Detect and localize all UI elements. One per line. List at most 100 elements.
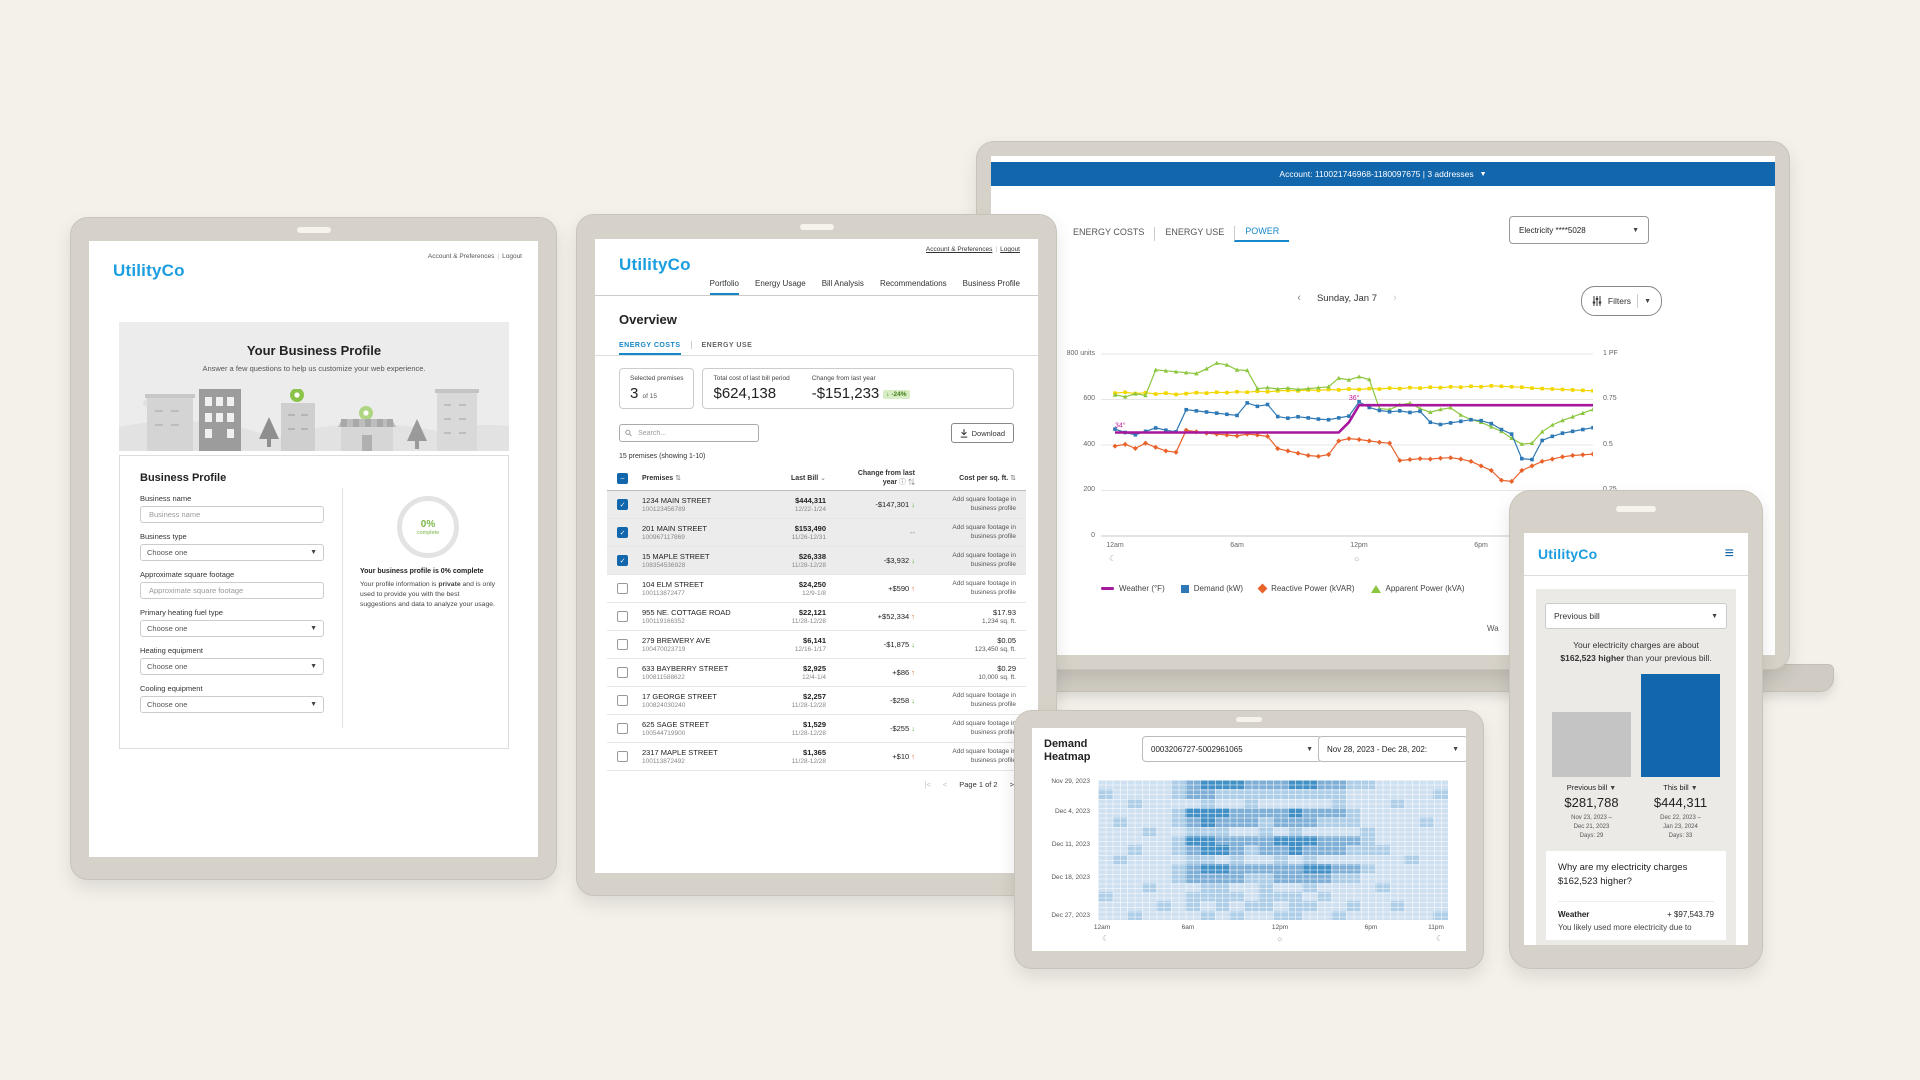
select-value: Choose one [147, 662, 188, 671]
cost-cell[interactable]: Add square footage in business profile [952, 720, 1016, 736]
row-checkbox[interactable]: ✓ [617, 527, 628, 538]
form-field: Heating equipment Choose one ▼ [140, 646, 324, 675]
tab-energy-use[interactable]: ENERGY USE [701, 341, 753, 349]
text-input[interactable] [147, 509, 317, 520]
select-field[interactable]: Choose one ▼ [140, 658, 324, 675]
heatmap-y-label: Dec 27, 2023 [1051, 912, 1090, 919]
next-page-button[interactable]: > [1009, 780, 1014, 789]
select-all-checkbox[interactable]: – [617, 472, 628, 484]
column-header-premises[interactable]: Premises ⇅ [642, 475, 681, 482]
table-row[interactable]: 279 BREWERY AVE 100470023719 $6,141 12/16-1… [607, 631, 1026, 659]
table-row[interactable]: 625 SAGE STREET 100544719900 $1,529 11/28-1… [607, 715, 1026, 743]
cost-cell[interactable]: Add square footage in business profile [952, 580, 1016, 596]
nav-item-business-profile[interactable]: Business Profile [962, 279, 1020, 288]
tab-power[interactable]: POWER [1234, 226, 1290, 242]
first-page-button[interactable]: |< [924, 780, 931, 789]
table-row[interactable]: 633 BAYBERRY STREET 100811588622 $2,925 12/… [607, 659, 1026, 687]
heatmap-x-label: 12pm [1271, 924, 1289, 931]
account-preferences-link[interactable]: Account & Preferences [925, 246, 993, 253]
search-input[interactable] [636, 428, 753, 438]
bar-label[interactable]: Previous bill ▼ [1566, 783, 1617, 793]
nav-item-energy-usage[interactable]: Energy Usage [754, 279, 806, 288]
prev-page-button[interactable]: < [942, 780, 948, 789]
field-label: Primary heating fuel type [140, 608, 223, 617]
tab-energy-use[interactable]: ENERGY USE [1154, 227, 1234, 241]
series-reactive-power-kvar- [1114, 429, 1594, 483]
logout-link[interactable]: Logout [1000, 246, 1020, 253]
moon-icon: ☾ [1109, 554, 1117, 563]
account-select[interactable]: 0003206727-5002961065 ▼ [1142, 736, 1322, 762]
stat-value: $624,138 [713, 385, 777, 402]
premises-cell: 1234 MAIN STREET 100123456789 [642, 496, 712, 513]
text-field[interactable] [140, 506, 324, 523]
progress-label: complete [416, 529, 440, 536]
row-checkbox[interactable] [617, 667, 628, 678]
row-checkbox[interactable] [617, 611, 628, 622]
y-axis-tick: 200 [1083, 486, 1095, 493]
profile-progress-panel: 0% complete Your business profile is 0% … [360, 492, 496, 610]
date-range-select[interactable]: Nov 28, 2023 - Dec 28, 202: ▼ [1318, 736, 1466, 762]
sliders-icon [1592, 296, 1602, 306]
table-row[interactable]: 104 ELM STREET 100113872477 $24,250 12/9-1/… [607, 575, 1026, 603]
bar-label[interactable]: This bill ▼ [1663, 783, 1698, 793]
prev-day-button[interactable]: ‹ [1297, 292, 1301, 304]
logout-link[interactable]: Logout [502, 253, 522, 260]
stat-value: 3 of 15 [630, 385, 657, 402]
row-checkbox[interactable]: ✓ [617, 499, 628, 510]
table-row[interactable]: 955 NE. COTTAGE ROAD 100119166352 $22,121 1… [607, 603, 1026, 631]
next-day-button[interactable]: › [1393, 292, 1397, 304]
bill-period-select[interactable]: Previous bill ▼ [1545, 603, 1727, 629]
table-row[interactable]: ✓ 201 MAIN STREET 100967117869 $153,490 11/2… [607, 519, 1026, 547]
row-checkbox[interactable] [617, 751, 628, 762]
row-checkbox[interactable] [617, 695, 628, 706]
meter-select[interactable]: Electricity ****5028 ▼ [1509, 216, 1649, 244]
table-row[interactable]: 17 GEORGE STREET 100824030240 $2,257 11/28-… [607, 687, 1026, 715]
table-row[interactable]: ✓ 1234 MAIN STREET 100123456789 $444,311 12/… [607, 491, 1026, 519]
premises-table: – Premises ⇅ Last Bill ⌄ Change from last ye… [607, 466, 1026, 771]
download-button[interactable]: Download [950, 423, 1014, 443]
series-weather-f- [1115, 403, 1593, 434]
premises-cell: 15 MAPLE STREET 108354536928 [642, 552, 710, 569]
table-header-row: – Premises ⇅ Last Bill ⌄ Change from last ye… [607, 466, 1026, 491]
x-axis-tick: 6am [1230, 542, 1244, 549]
account-preferences-link[interactable]: Account & Preferences [427, 253, 495, 260]
cost-cell[interactable]: Add square footage in business profile [952, 748, 1016, 764]
select-field[interactable]: Choose one ▼ [140, 620, 324, 637]
nav-item-portfolio[interactable]: Portfolio [709, 279, 739, 295]
text-input[interactable] [147, 585, 317, 596]
row-checkbox[interactable]: ✓ [617, 555, 628, 566]
legend-label: Apparent Power (kVA) [1385, 584, 1465, 593]
row-checkbox[interactable] [617, 583, 628, 594]
text-field[interactable] [140, 582, 324, 599]
row-checkbox[interactable] [617, 639, 628, 650]
business-profile-screen: UtilityCo Account & Preferences | Logout Y… [89, 241, 538, 857]
select-field[interactable]: Choose one ▼ [140, 544, 324, 561]
column-header-change[interactable]: Change from last year ⓘ ⇅ [857, 469, 915, 486]
row-checkbox[interactable] [617, 723, 628, 734]
tab-energy-costs[interactable]: ENERGY COSTS [619, 342, 681, 355]
nav-item-bill-analysis[interactable]: Bill Analysis [821, 279, 864, 288]
filters-button[interactable]: Filters ▼ [1580, 286, 1662, 316]
cost-cell[interactable]: Add square footage in business profile [952, 496, 1016, 512]
cost-cell[interactable]: Add square footage in business profile [952, 524, 1016, 540]
nav-item-recommendations[interactable]: Recommendations [879, 279, 947, 288]
factor-value: + $97,543.79 [1667, 909, 1714, 919]
column-header-cost-sqft[interactable]: Cost per sq. ft. ⇅ [959, 475, 1016, 482]
filters-label: Filters [1607, 296, 1632, 306]
table-row[interactable]: ✓ 15 MAPLE STREET 108354536928 $26,338 11/28… [607, 547, 1026, 575]
tab-energy-costs[interactable]: ENERGY COSTS [1073, 227, 1145, 237]
cost-cell: $17.93 1,234 sq. ft. [982, 608, 1016, 625]
hamburger-menu-icon[interactable]: ≡ [1724, 545, 1734, 562]
camera-notch [1236, 717, 1262, 722]
cost-cell: $0.05 123,450 sq. ft. [974, 636, 1016, 653]
cost-cell[interactable]: Add square footage in business profile [952, 552, 1016, 568]
legend-swatch-triangle [1370, 584, 1381, 593]
column-header-last-bill[interactable]: Last Bill ⌄ [790, 475, 826, 482]
legend-label: Demand (kW) [1193, 584, 1244, 593]
account-bar[interactable]: Account: 110021746968-1180097675 | 3 add… [991, 162, 1775, 186]
stat-label: Total cost of last bill period [713, 375, 790, 382]
cost-cell[interactable]: Add square footage in business profile [952, 692, 1016, 708]
select-field[interactable]: Choose one ▼ [140, 696, 324, 713]
legend-swatch-square [1180, 584, 1189, 593]
table-row[interactable]: 2317 MAPLE STREET 100113872492 $1,365 11/28… [607, 743, 1026, 771]
